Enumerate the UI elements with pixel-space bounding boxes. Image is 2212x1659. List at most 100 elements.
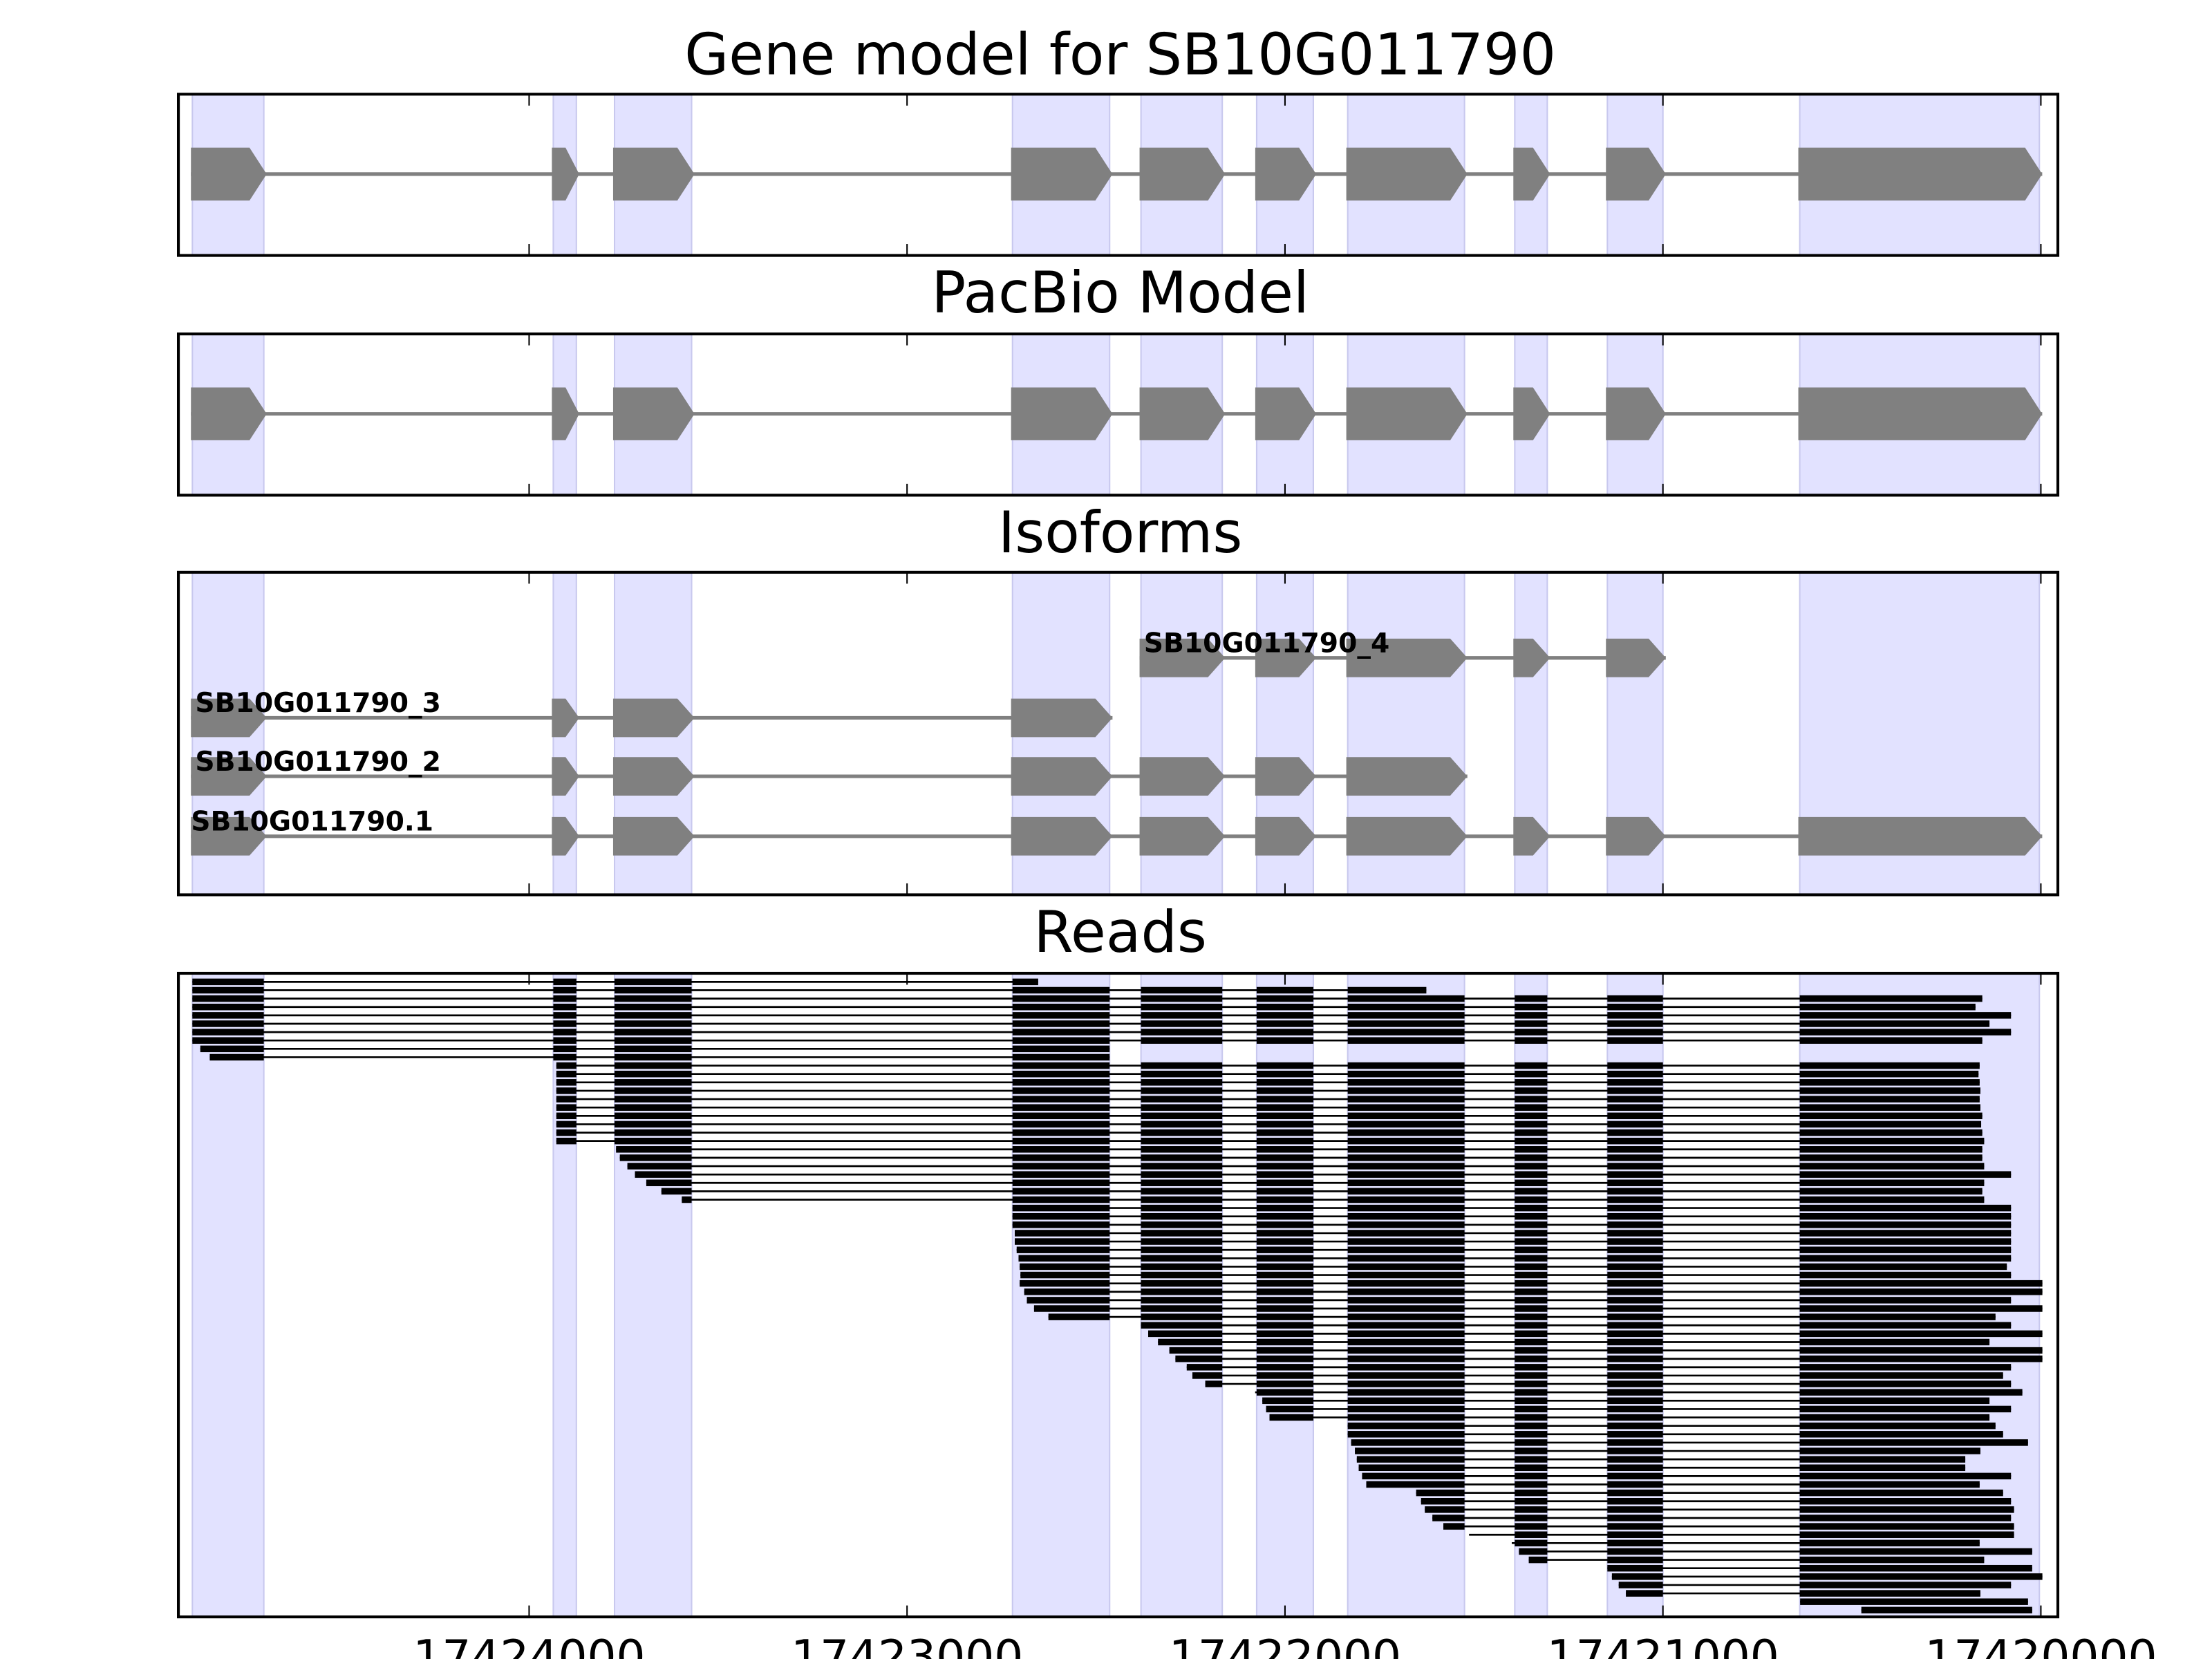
read-block xyxy=(1347,1204,1465,1212)
read-block xyxy=(553,1045,577,1053)
read-block xyxy=(615,1087,692,1094)
read-block xyxy=(1515,1020,1548,1027)
read xyxy=(1024,1288,2043,1295)
read-block xyxy=(1256,1238,1313,1245)
exon-glyph xyxy=(191,757,267,796)
read-block xyxy=(616,1146,692,1153)
read-block xyxy=(1515,1472,1548,1480)
read-block xyxy=(1425,1506,1465,1513)
read-block xyxy=(1347,1230,1465,1237)
read-block xyxy=(1515,1506,1548,1513)
read-block xyxy=(192,1037,264,1044)
read-block xyxy=(1432,1515,1465,1521)
read xyxy=(1141,1322,2012,1329)
read-block xyxy=(1347,1212,1465,1220)
exon-glyph xyxy=(1139,387,1226,440)
read-block xyxy=(1020,1280,1110,1287)
read-block xyxy=(1607,1221,1663,1228)
read-block xyxy=(192,1020,264,1027)
reads-title: Reads xyxy=(1033,899,1207,966)
exon-glyph xyxy=(1011,757,1113,796)
read-block xyxy=(1515,1313,1548,1320)
exon-glyph xyxy=(612,387,695,440)
read-block xyxy=(1515,1188,1548,1195)
read-block xyxy=(1141,1146,1223,1153)
read-block xyxy=(1347,1397,1465,1405)
read-block xyxy=(1618,1582,1663,1588)
read-block xyxy=(1515,1255,1548,1262)
panel-frame xyxy=(177,971,2060,1619)
read-block xyxy=(1799,1364,2012,1371)
read xyxy=(1012,1212,2012,1220)
read-block xyxy=(1607,1137,1663,1145)
read-block xyxy=(1347,1062,1465,1069)
read-block xyxy=(1799,1179,1985,1186)
read-block xyxy=(1607,1347,1663,1354)
read-block xyxy=(1799,1322,2012,1329)
read-block xyxy=(1256,1163,1313,1170)
read xyxy=(1048,1313,1996,1320)
read-block xyxy=(1262,1397,1313,1405)
read xyxy=(1192,1372,2003,1379)
read-block xyxy=(1515,1212,1548,1220)
read-block xyxy=(1356,1456,1465,1463)
read-block xyxy=(1012,1053,1110,1061)
x-tick-label: 17420000 xyxy=(1924,1631,2157,1659)
read-block xyxy=(1799,1447,1980,1454)
read-block xyxy=(1012,1079,1110,1086)
read-block xyxy=(1141,1154,1223,1161)
exon-glyph xyxy=(1255,387,1317,440)
panel-frame xyxy=(177,93,2060,257)
read-block xyxy=(1256,1070,1313,1078)
read-block xyxy=(1012,1204,1110,1212)
read xyxy=(1015,1230,2012,1237)
read-block xyxy=(661,1188,692,1195)
exon-glyph xyxy=(1513,816,1550,856)
read-block xyxy=(1607,1405,1663,1413)
read-block xyxy=(556,1137,577,1145)
read-block xyxy=(615,1070,692,1078)
read-block xyxy=(1607,1380,1663,1387)
read-block xyxy=(1515,1096,1548,1103)
read-block xyxy=(1799,1255,2012,1262)
read-block xyxy=(1607,1456,1663,1463)
read-block xyxy=(1607,1515,1663,1521)
read-block xyxy=(1012,986,1110,994)
read-block xyxy=(1141,1012,1223,1019)
read-block xyxy=(1012,1045,1110,1053)
read-block xyxy=(1799,1121,1982,1128)
isoform-track: SB10G011790_3 xyxy=(191,688,1113,738)
read-block xyxy=(1607,1539,1663,1547)
isoform-track: SB10G011790_4 xyxy=(1139,628,1666,677)
read-block xyxy=(1515,1497,1548,1505)
read xyxy=(192,1020,1990,1027)
read xyxy=(192,986,1427,994)
read-block xyxy=(1799,1380,2012,1387)
read-block xyxy=(1269,1414,1313,1421)
read xyxy=(209,1053,1110,1061)
read-block xyxy=(1799,1070,1979,1078)
read-block xyxy=(1256,1003,1313,1011)
read-block xyxy=(1607,1171,1663,1178)
exon-shade xyxy=(552,972,577,1618)
read-block xyxy=(1020,1271,1110,1279)
read-block xyxy=(1141,1221,1223,1228)
read-block xyxy=(1256,1079,1313,1086)
read-block xyxy=(1012,1137,1110,1145)
exon-shade xyxy=(613,972,693,1618)
read-block xyxy=(1515,1389,1548,1396)
read-block xyxy=(1347,1355,1465,1362)
read-block xyxy=(1607,1464,1663,1472)
read-block xyxy=(192,995,264,1002)
read-block xyxy=(1515,1397,1548,1405)
read-block xyxy=(1347,1305,1465,1312)
read-block xyxy=(1012,1087,1110,1094)
read xyxy=(556,1137,1985,1145)
read-block xyxy=(1607,1246,1663,1253)
read-block xyxy=(1607,1523,1663,1530)
read xyxy=(556,1062,1980,1069)
read-block xyxy=(1347,1087,1465,1094)
read-block xyxy=(1256,1288,1313,1295)
exon-glyph xyxy=(1011,698,1113,738)
read-block xyxy=(1799,1472,2012,1480)
